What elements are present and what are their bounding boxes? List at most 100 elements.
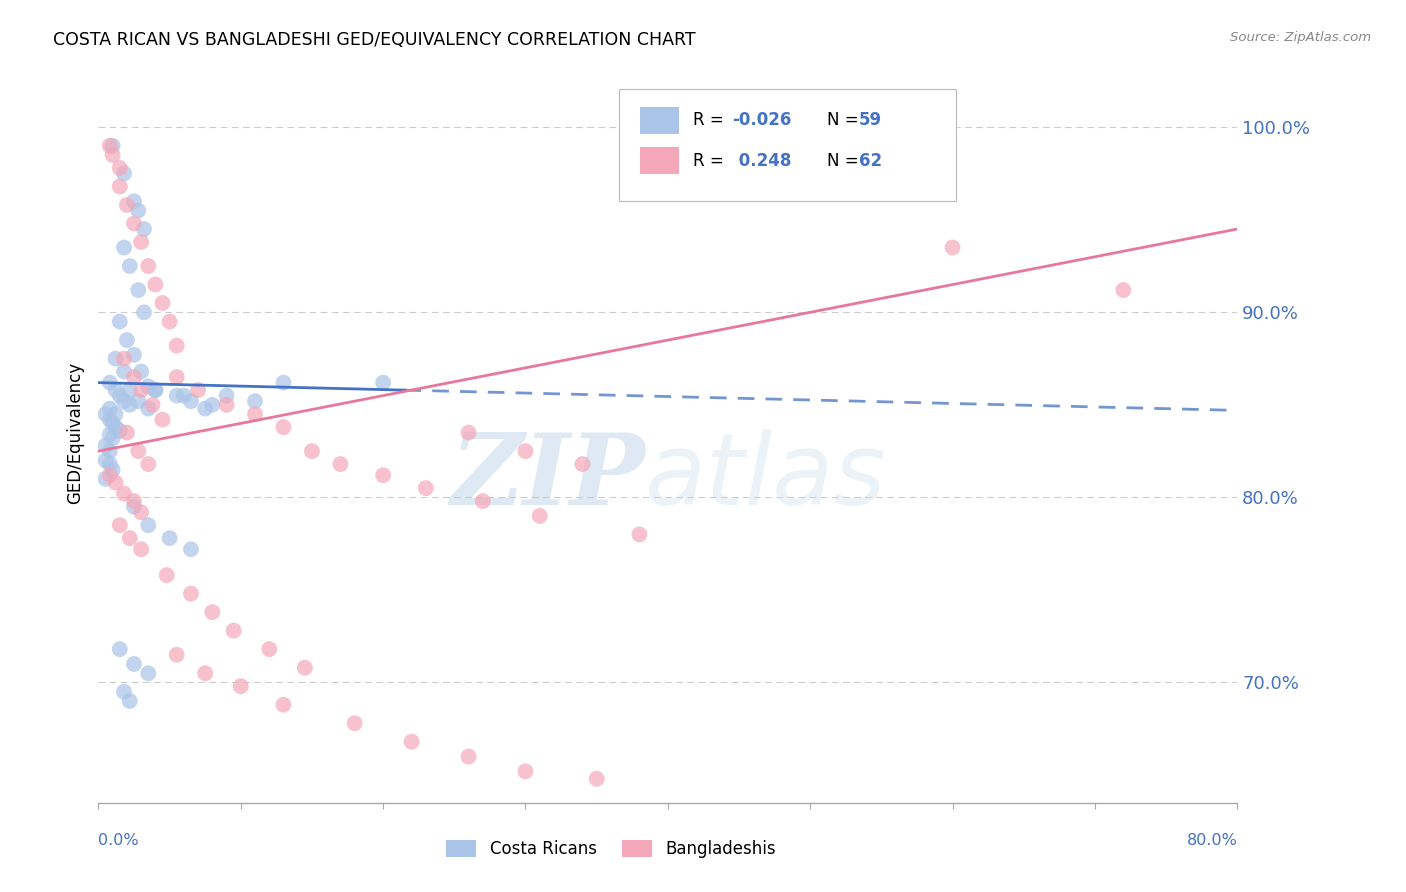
Point xyxy=(401,735,423,749)
Point xyxy=(112,394,135,409)
Point xyxy=(166,648,188,662)
Point xyxy=(127,394,149,409)
Point xyxy=(118,694,141,708)
Point xyxy=(132,222,155,236)
Point xyxy=(122,348,145,362)
Point xyxy=(122,494,145,508)
Point xyxy=(94,472,117,486)
Point xyxy=(515,764,537,779)
Legend: Costa Ricans, Bangladeshis: Costa Ricans, Bangladeshis xyxy=(440,833,782,865)
Point xyxy=(152,412,174,426)
Point xyxy=(373,376,395,390)
Point xyxy=(166,338,188,352)
Point xyxy=(173,389,195,403)
Point xyxy=(259,642,281,657)
Point xyxy=(159,314,181,328)
Point xyxy=(108,389,131,403)
Point xyxy=(98,457,121,471)
Text: 59: 59 xyxy=(859,112,882,129)
Point xyxy=(118,531,141,545)
Point xyxy=(104,383,127,397)
Point xyxy=(145,277,167,292)
Point xyxy=(104,475,127,490)
Point xyxy=(243,394,266,409)
Point xyxy=(101,463,124,477)
Point xyxy=(104,351,127,366)
Point xyxy=(159,531,181,545)
Point xyxy=(628,527,651,541)
Text: 62: 62 xyxy=(859,152,882,169)
Point xyxy=(136,518,159,533)
Point xyxy=(118,398,141,412)
Point xyxy=(942,240,965,254)
Point xyxy=(343,716,366,731)
Point xyxy=(136,401,159,416)
Point xyxy=(101,138,124,153)
Point xyxy=(129,542,152,557)
Point xyxy=(118,383,141,397)
Point xyxy=(156,568,179,582)
Point xyxy=(127,283,149,297)
Point xyxy=(329,457,352,471)
Text: N =: N = xyxy=(827,112,863,129)
Point xyxy=(273,420,295,434)
Point xyxy=(585,772,607,786)
Point xyxy=(94,453,117,467)
Point xyxy=(136,259,159,273)
Point xyxy=(122,194,145,209)
Point xyxy=(215,389,238,403)
Point xyxy=(112,486,135,500)
Point xyxy=(98,444,121,458)
Point xyxy=(112,685,135,699)
Point xyxy=(98,468,121,483)
Point xyxy=(180,542,202,557)
Point xyxy=(529,508,551,523)
Point xyxy=(243,407,266,421)
Point xyxy=(94,407,117,421)
Point xyxy=(129,383,152,397)
Point xyxy=(122,370,145,384)
Point xyxy=(118,259,141,273)
Text: 0.0%: 0.0% xyxy=(98,833,139,848)
Point xyxy=(127,203,149,218)
Point xyxy=(166,389,188,403)
Point xyxy=(129,235,152,249)
Point xyxy=(108,161,131,175)
Text: -0.026: -0.026 xyxy=(733,112,792,129)
Point xyxy=(112,166,135,180)
Point xyxy=(98,401,121,416)
Point xyxy=(166,370,188,384)
Point xyxy=(222,624,245,638)
Point xyxy=(98,138,121,153)
Text: 0.248: 0.248 xyxy=(733,152,792,169)
Point xyxy=(127,444,149,458)
Point xyxy=(101,148,124,162)
Point xyxy=(98,376,121,390)
Text: ZIP: ZIP xyxy=(450,429,645,525)
Point xyxy=(201,605,224,619)
Point xyxy=(104,420,127,434)
Point xyxy=(215,398,238,412)
Point xyxy=(108,642,131,657)
Text: 80.0%: 80.0% xyxy=(1187,833,1237,848)
Point xyxy=(129,365,152,379)
Point xyxy=(108,314,131,328)
Point xyxy=(112,365,135,379)
Point xyxy=(101,417,124,431)
Text: Source: ZipAtlas.com: Source: ZipAtlas.com xyxy=(1230,31,1371,45)
Point xyxy=(136,457,159,471)
Text: COSTA RICAN VS BANGLADESHI GED/EQUIVALENCY CORRELATION CHART: COSTA RICAN VS BANGLADESHI GED/EQUIVALEN… xyxy=(53,31,696,49)
Point xyxy=(180,394,202,409)
Point xyxy=(194,666,217,681)
Y-axis label: GED/Equivalency: GED/Equivalency xyxy=(66,361,84,504)
Point xyxy=(515,444,537,458)
Point xyxy=(104,407,127,421)
Point xyxy=(471,494,494,508)
Point xyxy=(194,401,217,416)
Point xyxy=(229,679,252,693)
Point xyxy=(136,379,159,393)
Text: R =: R = xyxy=(693,152,730,169)
Point xyxy=(112,351,135,366)
Point xyxy=(98,427,121,442)
Point xyxy=(101,431,124,445)
